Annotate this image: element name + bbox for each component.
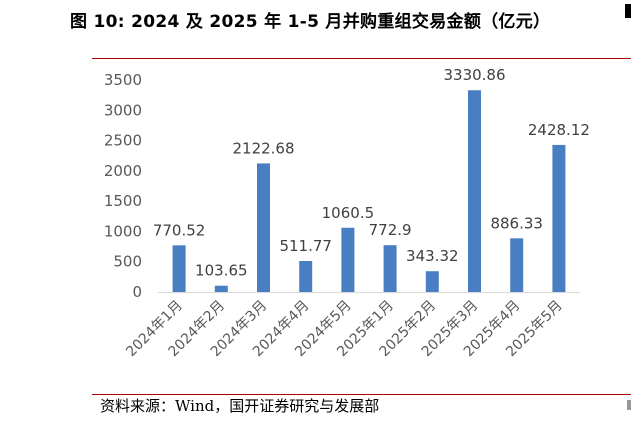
data-label: 2122.68 <box>232 139 294 157</box>
data-label: 1060.5 <box>322 204 375 222</box>
bars <box>172 90 566 292</box>
y-tick-label: 1000 <box>104 222 142 240</box>
bar <box>383 245 397 292</box>
bar <box>172 245 186 292</box>
y-tick-label: 3500 <box>104 71 142 89</box>
corner-mark <box>625 4 631 18</box>
y-axis-ticks: 0 500 1000 1500 2000 2500 3000 3500 <box>104 71 142 301</box>
y-tick-label: 1500 <box>104 192 142 210</box>
x-axis-labels: 2024年1月2024年2月2024年3月2024年4月2024年5月2025年… <box>123 298 565 361</box>
header-rule <box>92 58 631 59</box>
data-label: 3330.86 <box>443 66 505 84</box>
y-tick-label: 2000 <box>104 162 142 180</box>
y-tick-label: 500 <box>113 253 142 271</box>
corner-mark-bottom <box>627 400 631 410</box>
data-label: 511.77 <box>279 237 332 255</box>
y-tick-label: 2500 <box>104 132 142 150</box>
chart-title: 图 10: 2024 及 2025 年 1-5 月并购重组交易金额（亿元） <box>70 12 551 32</box>
bar <box>299 261 313 292</box>
bar <box>510 238 524 292</box>
y-tick-label: 0 <box>132 283 142 301</box>
data-label: 772.9 <box>369 221 412 239</box>
bar <box>552 144 566 292</box>
data-label: 2428.12 <box>528 121 590 139</box>
bar <box>425 271 439 292</box>
y-tick-label: 3000 <box>104 101 142 119</box>
data-label: 886.33 <box>490 214 543 232</box>
footer-rule <box>92 394 631 395</box>
data-label: 103.65 <box>195 262 248 280</box>
source-note: 资料来源：Wind，国开证券研究与发展部 <box>100 397 380 415</box>
bar <box>341 227 355 292</box>
data-label: 770.52 <box>153 221 206 239</box>
bar <box>214 285 228 292</box>
data-label: 343.32 <box>406 247 459 265</box>
bar <box>257 163 270 292</box>
bar <box>468 90 481 292</box>
